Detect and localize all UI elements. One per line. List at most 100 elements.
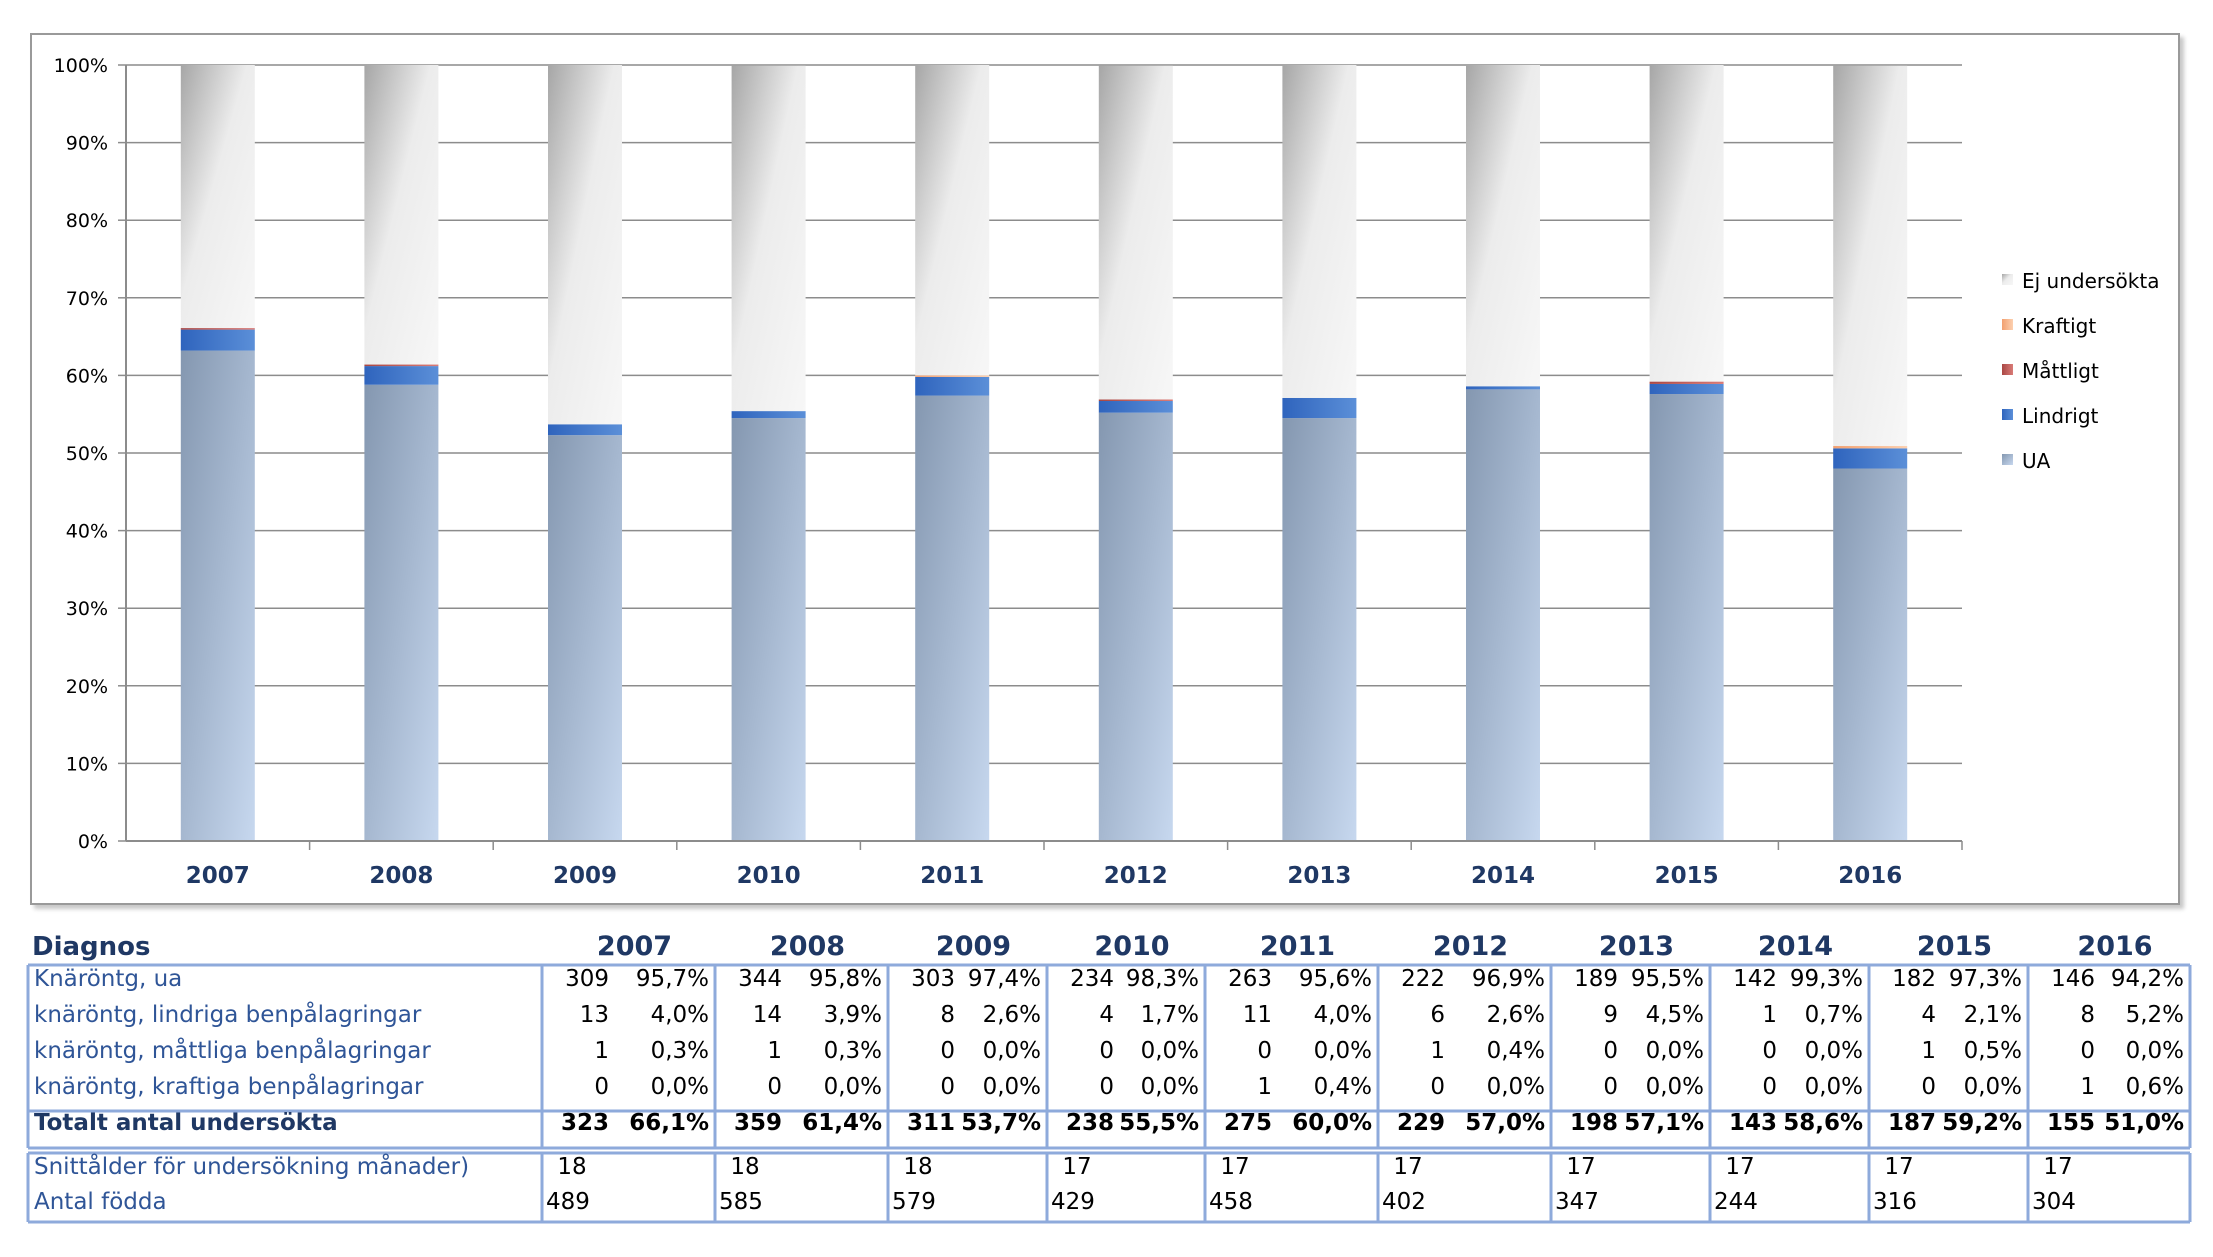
table-cell-percent: 2,6% [1487, 1002, 1545, 1028]
table-cell-percent: 0,5% [1964, 1038, 2022, 1064]
table-cell-count: 1 [1257, 1074, 1272, 1100]
table-cell-count: 0 [767, 1074, 782, 1100]
table-cell-percent: 97,3% [1949, 966, 2022, 992]
table-cell-percent: 95,8% [809, 966, 882, 992]
table-extra-cell: 17 [1566, 1154, 1595, 1180]
table-cell-count: 263 [1228, 966, 1272, 992]
table-cell-percent: 1,7% [1141, 1002, 1199, 1028]
table-cell-count: 13 [580, 1002, 609, 1028]
table-header-year: 2011 [1260, 931, 1335, 962]
table-cell-percent: 66,1% [629, 1110, 709, 1136]
table-cell-count: 0 [594, 1074, 609, 1100]
bar-ej-undersökta-2009 [548, 65, 622, 425]
y-tick-label: 100% [54, 55, 108, 77]
table-row-label: knäröntg, kraftiga benpålagringar [34, 1072, 424, 1100]
bar-ej-undersökta-2015 [1649, 65, 1724, 382]
table-cell-count: 0 [940, 1038, 955, 1064]
bar-lindrigt-2007 [180, 329, 255, 351]
y-tick-label: 30% [66, 598, 108, 620]
table-cell-percent: 98,3% [1126, 966, 1199, 992]
bar-måttligt-2008 [364, 364, 439, 367]
table-extra-cell: 304 [2032, 1189, 2076, 1215]
table-extra-cell: 18 [557, 1154, 586, 1180]
table-cell-percent: 97,4% [968, 966, 1041, 992]
table-extra-cell: 18 [730, 1154, 759, 1180]
table-cell-count: 309 [565, 966, 609, 992]
bar-kraftigt-2011 [915, 375, 990, 377]
table-extra-cell: 17 [1220, 1154, 1249, 1180]
table-cell-percent: 0,6% [2126, 1074, 2184, 1100]
table-cell-percent: 61,4% [802, 1110, 882, 1136]
legend-label: Ej undersökta [2022, 269, 2159, 293]
x-tick-label: 2009 [553, 863, 617, 889]
table-header-year: 2013 [1599, 931, 1674, 962]
table-cell-percent: 0,0% [1141, 1038, 1199, 1064]
bar-lindrigt-2012 [1098, 401, 1173, 413]
bar-lindrigt-2013 [1282, 397, 1357, 419]
table-cell-count: 0 [1430, 1074, 1445, 1100]
table-header-diagnos: Diagnos [32, 932, 151, 962]
table-cell-count: 222 [1401, 966, 1445, 992]
table-extra-cell: 579 [892, 1189, 936, 1215]
table-row-label: Knäröntg, ua [34, 966, 182, 992]
bar-ej-undersökta-2014 [1466, 65, 1540, 387]
bar-ua-2007 [180, 350, 255, 841]
table-cell-count: 143 [1729, 1110, 1777, 1136]
table-header-year: 2009 [936, 931, 1011, 962]
bar-ua-2015 [1649, 394, 1724, 841]
bar-måttligt-2015 [1649, 381, 1724, 384]
table-cell-count: 1 [594, 1038, 609, 1064]
table-cell-percent: 99,3% [1790, 966, 1863, 992]
table-cell-percent: 57,1% [1624, 1110, 1704, 1136]
y-tick-label: 80% [66, 210, 108, 232]
table-header-year: 2008 [770, 931, 845, 962]
table-header-year: 2014 [1758, 931, 1833, 962]
bar-lindrigt-2011 [915, 376, 990, 396]
table-cell-percent: 0,7% [1805, 1002, 1863, 1028]
table-cell-count: 4 [1921, 1002, 1936, 1028]
table-cell-count: 189 [1574, 966, 1618, 992]
y-tick-label: 70% [66, 288, 108, 310]
x-tick-label: 2007 [186, 863, 250, 889]
legend-swatch [2002, 364, 2013, 375]
table-extra-cell: 17 [1393, 1154, 1422, 1180]
bar-ej-undersökta-2013 [1282, 65, 1357, 398]
stacked-bar-chart: 0% 10% 20% 30% 40% 50% 60% 70% 80% 90% 100% 2007 200… [54, 55, 2160, 889]
table-cell-count: 1 [2080, 1074, 2095, 1100]
table-cell-percent: 58,6% [1783, 1110, 1863, 1136]
legend-swatch [2002, 274, 2013, 285]
table-cell-percent: 94,2% [2111, 966, 2184, 992]
table-cell-percent: 5,2% [2126, 1002, 2184, 1028]
legend-swatch [2002, 454, 2013, 465]
bar-lindrigt-2009 [548, 424, 622, 436]
table-cell-count: 1 [767, 1038, 782, 1064]
y-tick-label: 60% [66, 365, 108, 387]
x-tick-label: 2016 [1838, 863, 1902, 889]
x-tick-label: 2013 [1287, 863, 1351, 889]
y-tick-label: 0% [78, 831, 108, 853]
table-cell-count: 11 [1243, 1002, 1272, 1028]
table-cell-count: 182 [1892, 966, 1936, 992]
table-cell-percent: 59,2% [1942, 1110, 2022, 1136]
table-cell-count: 0 [1099, 1074, 1114, 1100]
table-cell-percent: 95,7% [636, 966, 709, 992]
table-cell-percent: 0,0% [983, 1038, 1041, 1064]
table-cell-count: 0 [1099, 1038, 1114, 1064]
table-cell-percent: 0,0% [651, 1074, 709, 1100]
legend-label: Lindrigt [2022, 404, 2099, 428]
legend-swatch [2002, 319, 2013, 330]
table-extra-cell: 429 [1051, 1189, 1095, 1215]
table-cell-percent: 0,0% [983, 1074, 1041, 1100]
table-header-year: 2016 [2077, 931, 2152, 962]
table-cell-percent: 53,7% [961, 1110, 1041, 1136]
bar-ua-2013 [1282, 418, 1357, 841]
x-tick-label: 2008 [369, 863, 433, 889]
table-cell-count: 1 [1762, 1002, 1777, 1028]
table-extra-row-label: Snittålder för undersökning månader) [34, 1152, 469, 1180]
table-cell-percent: 4,5% [1646, 1002, 1704, 1028]
bar-lindrigt-2010 [731, 411, 806, 419]
table-cell-count: 0 [2080, 1038, 2095, 1064]
table-cell-count: 14 [753, 1002, 782, 1028]
table-cell-percent: 0,0% [1964, 1074, 2022, 1100]
